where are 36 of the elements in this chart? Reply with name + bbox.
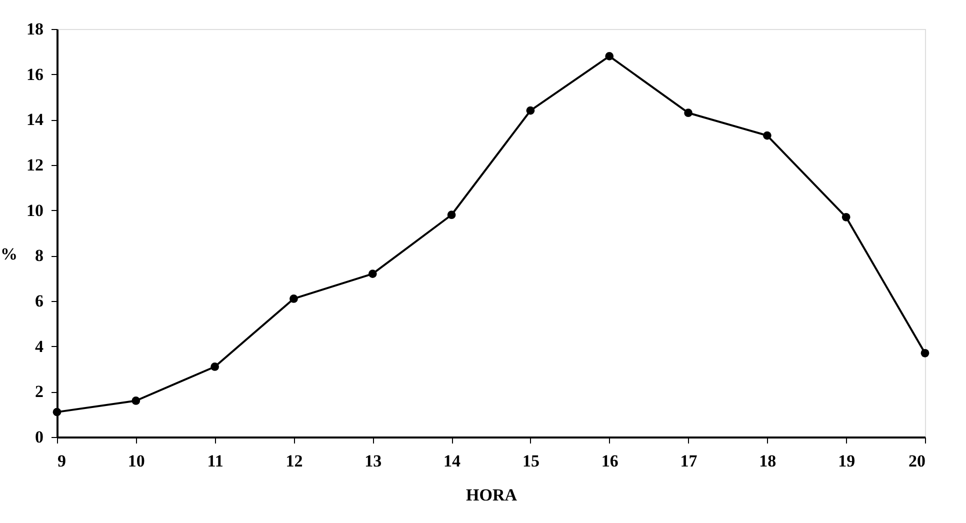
point (684, 108, 692, 118)
y-tick-label: 16 (26, 64, 44, 84)
y-tick-label: 2 (35, 382, 44, 402)
x-tick-label: 20 (908, 452, 926, 470)
x-tick-label: 13 (364, 452, 382, 470)
x-tick-label: 19 (838, 452, 856, 470)
point (842, 212, 850, 222)
y-tick-label: 12 (26, 156, 44, 174)
point (132, 396, 140, 405)
x-tick-label: 12 (286, 452, 303, 470)
y-tick-label: 6 (35, 292, 44, 310)
y-tick-label: 18 (26, 20, 44, 38)
point (763, 131, 772, 140)
point (605, 52, 614, 60)
x-tick-label: 18 (759, 452, 776, 470)
y-tick-label: 0 (35, 428, 44, 446)
point (290, 294, 298, 303)
y-tick-label: 14 (26, 110, 44, 130)
x-tick-label: 16 (601, 452, 618, 470)
x-tick-label: 11 (207, 452, 224, 470)
y-tick-label: 10 (26, 200, 44, 220)
x-tick-label: 14 (444, 452, 462, 470)
point (526, 106, 535, 115)
x-axis-title: HORA (466, 486, 518, 504)
y-axis-title: % (0, 244, 18, 264)
point (368, 270, 377, 278)
point (52, 408, 62, 416)
point (210, 362, 219, 371)
point (447, 210, 456, 220)
x-tick-label: 9 (58, 452, 66, 470)
x-tick-label: 17 (680, 452, 698, 470)
point (920, 348, 930, 358)
x-tick-label: 15 (522, 452, 540, 470)
y-tick-label: 8 (35, 246, 44, 266)
y-tick-label: 4 (35, 336, 44, 356)
x-tick-label: 10 (128, 452, 145, 470)
